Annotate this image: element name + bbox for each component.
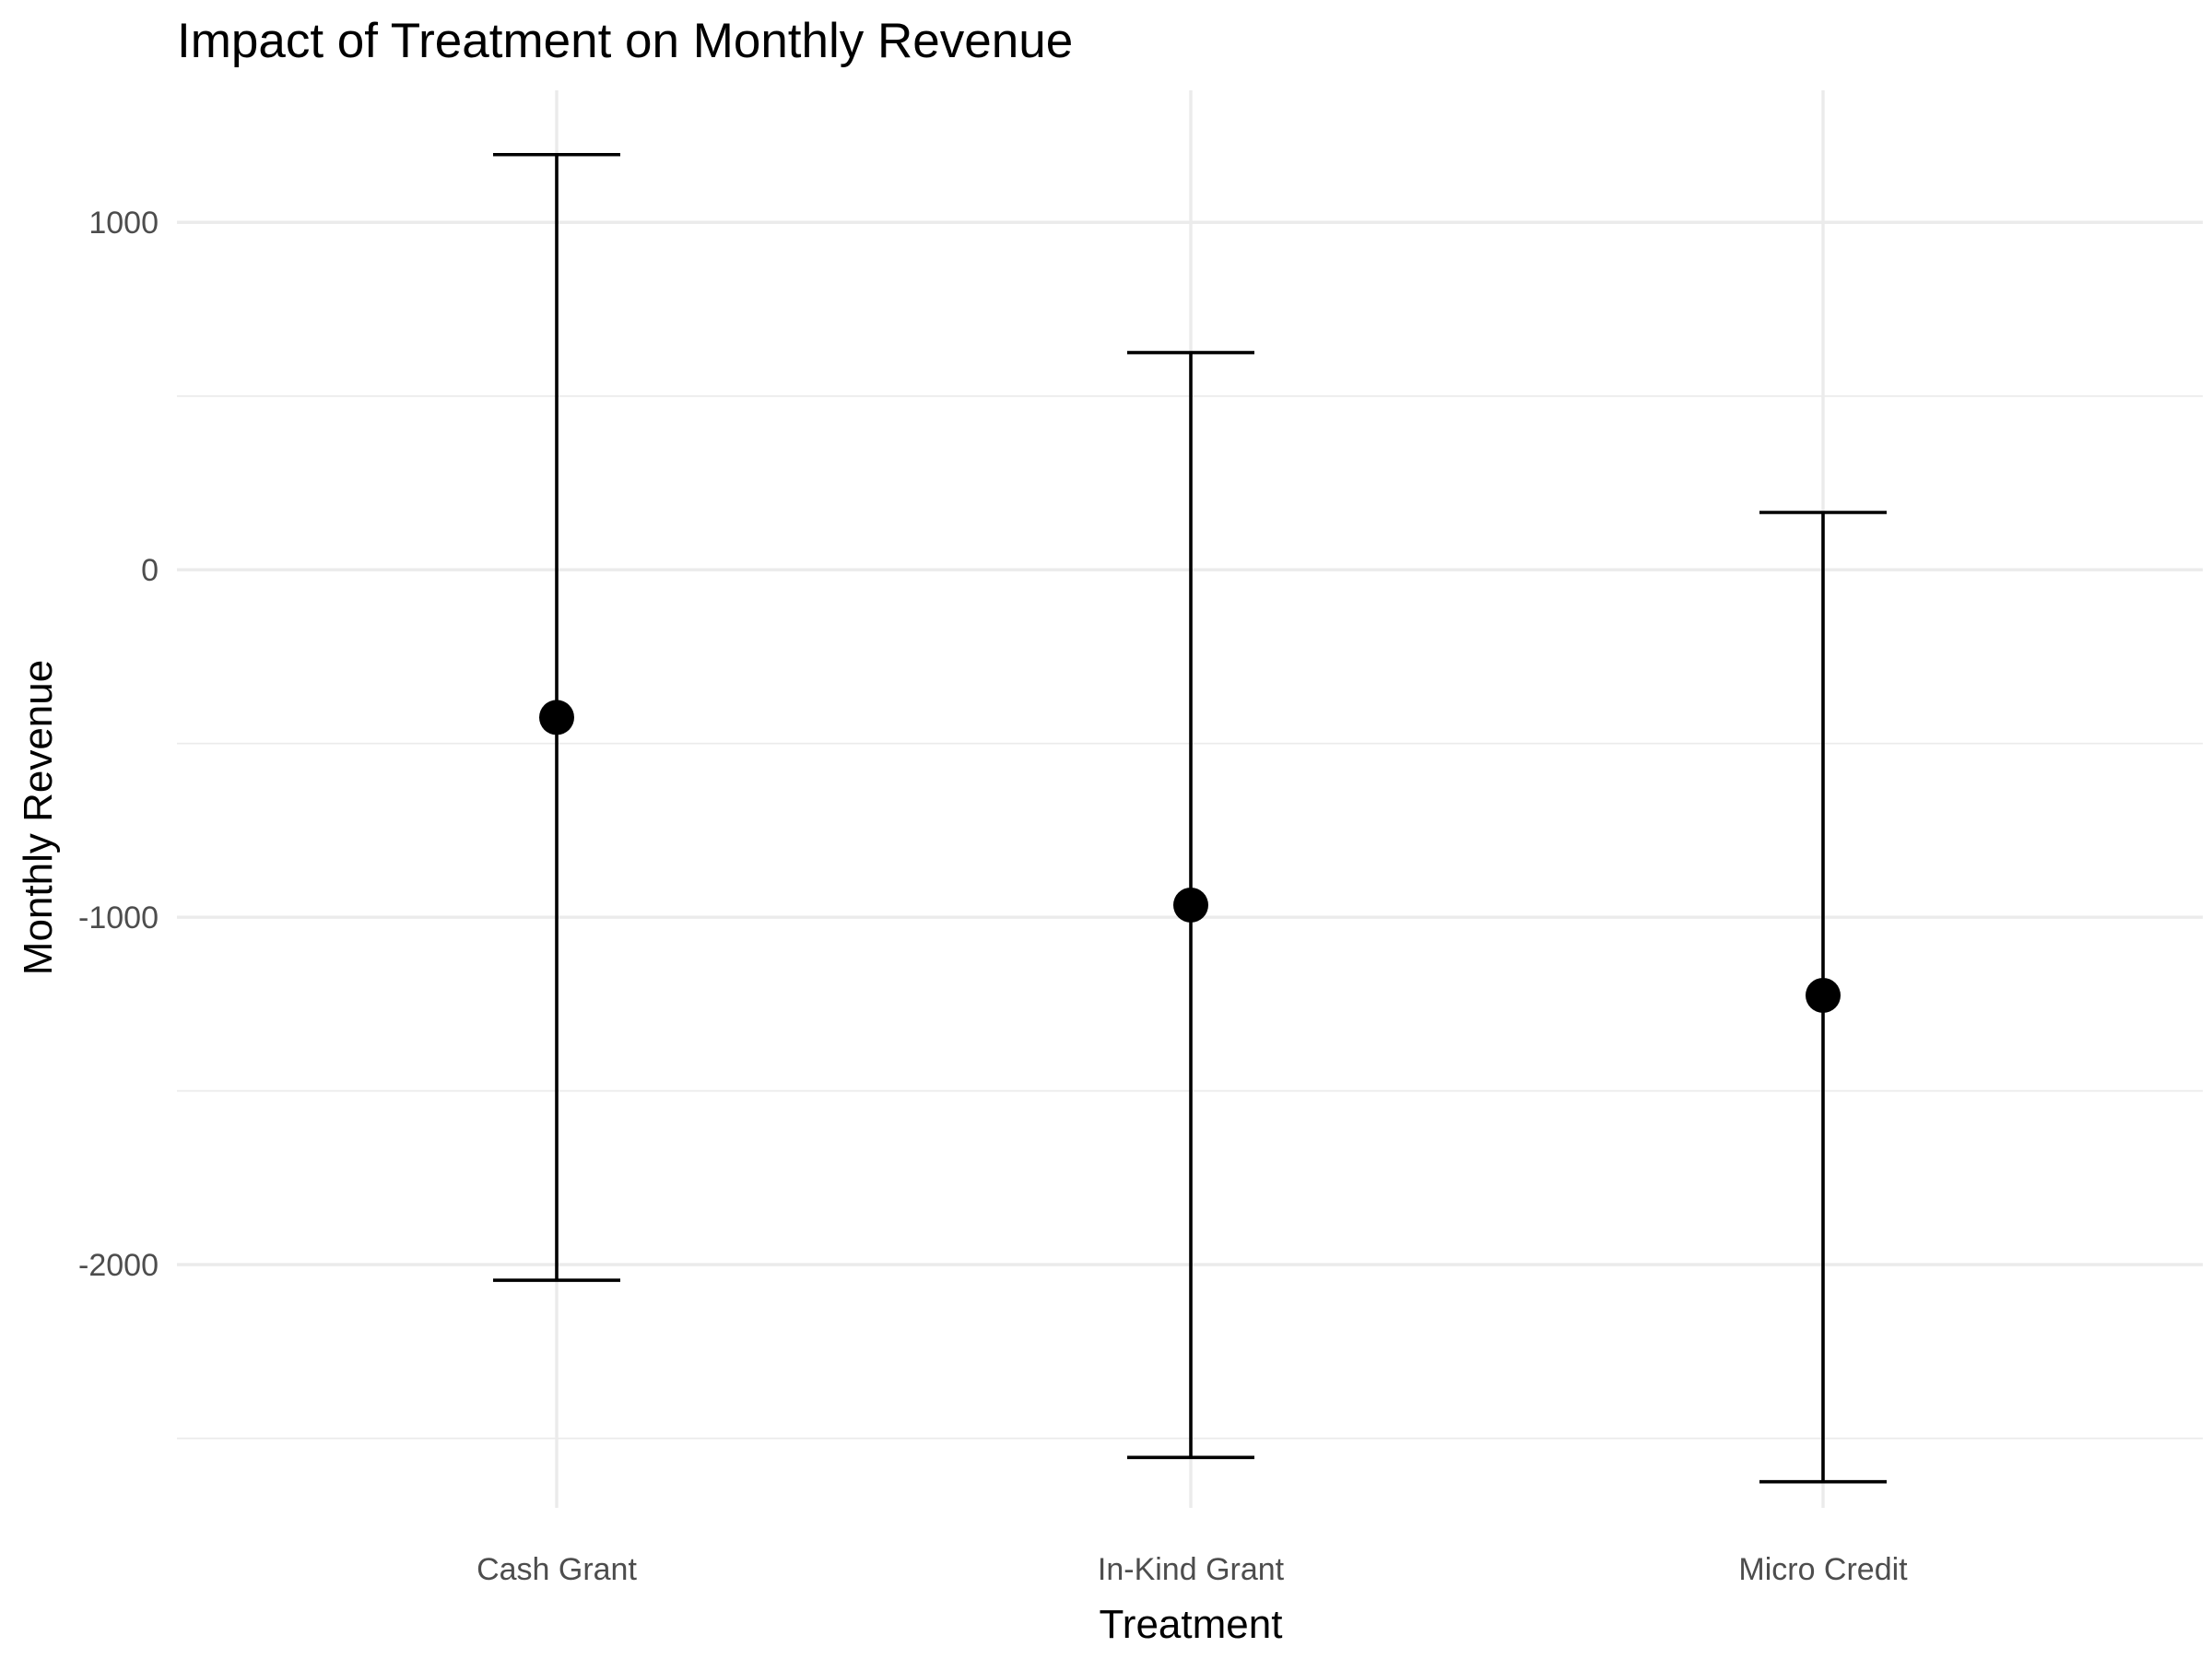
errorbar-layer: [493, 152, 1887, 1484]
point-micro-credit: [1806, 977, 1841, 1013]
point-layer: [539, 700, 1841, 1013]
y-tick-label: -2000: [78, 1248, 159, 1283]
y-tick-label: -1000: [78, 900, 159, 935]
point-in-kind-grant: [1173, 887, 1208, 923]
point-cash-grant: [539, 700, 574, 735]
x-tick-label: Cash Grant: [477, 1552, 637, 1587]
x-tick-label: In-Kind Grant: [1098, 1552, 1285, 1587]
y-tick-label: 0: [141, 553, 159, 588]
chart-title: Impact of Treatment on Monthly Revenue: [177, 14, 1073, 68]
y-axis-title: Monthly Revenue: [16, 660, 61, 975]
x-axis-title: Treatment: [1100, 1602, 1283, 1647]
x-tick-label: Micro Credit: [1738, 1552, 1908, 1587]
y-tick-label: 1000: [88, 206, 159, 241]
tick-label-layer: 1000 0 -1000 -2000 Cash Grant In-Kind Grant Mi…: [78, 206, 1908, 1587]
